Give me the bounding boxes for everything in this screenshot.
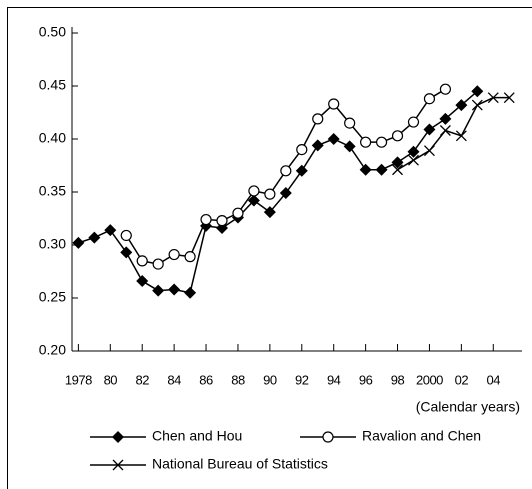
- point: [279, 187, 292, 200]
- point: [407, 145, 420, 158]
- point: [295, 164, 308, 177]
- legend-marker: [112, 431, 124, 443]
- point: [311, 139, 324, 152]
- point: [423, 123, 436, 136]
- point: [360, 136, 372, 148]
- legend-marker: [322, 431, 334, 443]
- point: [88, 231, 101, 244]
- point: [296, 144, 308, 156]
- point: [72, 236, 85, 249]
- point: [455, 130, 467, 142]
- x-tick-label: 82: [135, 372, 149, 387]
- x-tick-label: 86: [199, 372, 213, 387]
- y-tick-label: 0.45: [39, 77, 66, 93]
- point: [439, 125, 451, 136]
- y-tick-label: 0.40: [39, 130, 66, 146]
- point: [327, 133, 340, 145]
- point: [280, 165, 292, 177]
- x-tick-label: 80: [104, 372, 118, 387]
- point: [391, 156, 404, 169]
- series-line: [397, 96, 510, 171]
- point: [232, 207, 244, 219]
- point: [391, 130, 404, 142]
- point: [375, 163, 388, 176]
- point: [264, 188, 276, 200]
- point: [120, 246, 133, 259]
- point: [184, 286, 197, 299]
- point: [168, 283, 181, 296]
- point: [120, 229, 132, 242]
- point: [375, 136, 388, 148]
- point: [423, 93, 436, 105]
- point: [216, 215, 228, 227]
- point: [104, 224, 117, 237]
- y-tick-label: 0.35: [39, 183, 66, 199]
- x-tick-label: 98: [391, 372, 405, 387]
- point: [200, 213, 212, 226]
- y-tick-label: 0.25: [39, 289, 66, 305]
- point: [152, 258, 164, 270]
- x-tick-label: 1978: [65, 372, 92, 387]
- point: [328, 98, 340, 110]
- point: [407, 116, 420, 128]
- x-tick-label: 02: [455, 372, 469, 387]
- x-tick-label: 94: [327, 372, 341, 387]
- legend-label: Chen and Hou: [152, 428, 242, 444]
- frame: [7, 7, 532, 489]
- point: [184, 251, 196, 263]
- point: [439, 112, 452, 125]
- point: [392, 164, 403, 176]
- y-tick-label: 0.20: [39, 342, 66, 358]
- point: [247, 194, 260, 207]
- x-tick-label: 04: [487, 372, 501, 387]
- y-tick-label: 0.30: [39, 236, 66, 252]
- point: [503, 92, 515, 104]
- point: [168, 248, 180, 261]
- point: [423, 145, 435, 157]
- point: [136, 255, 148, 267]
- point: [152, 284, 165, 297]
- x-tick-label: 90: [263, 372, 277, 387]
- point: [455, 99, 468, 112]
- point: [408, 154, 419, 166]
- legend-marker: [112, 459, 124, 471]
- point: [359, 163, 372, 176]
- point: [136, 275, 149, 288]
- point: [248, 185, 260, 197]
- point: [471, 99, 483, 111]
- point: [487, 92, 499, 104]
- x-tick-label: 2000: [416, 372, 443, 387]
- point: [343, 140, 356, 153]
- y-tick-label: 0.50: [39, 24, 66, 40]
- legend-label: National Bureau of Statistics: [152, 456, 328, 472]
- x-tick-label: 88: [231, 372, 245, 387]
- x-tick-label: 84: [167, 372, 181, 387]
- point: [471, 85, 484, 98]
- point: [263, 206, 276, 219]
- legend-label: Ravalion and Chen: [362, 428, 481, 444]
- x-axis-label: (Calendar years): [416, 399, 520, 415]
- point: [344, 117, 356, 129]
- point: [312, 113, 324, 125]
- point: [439, 83, 452, 95]
- x-tick-label: 96: [359, 372, 373, 387]
- x-tick-label: 92: [295, 372, 309, 387]
- series-line: [125, 88, 446, 265]
